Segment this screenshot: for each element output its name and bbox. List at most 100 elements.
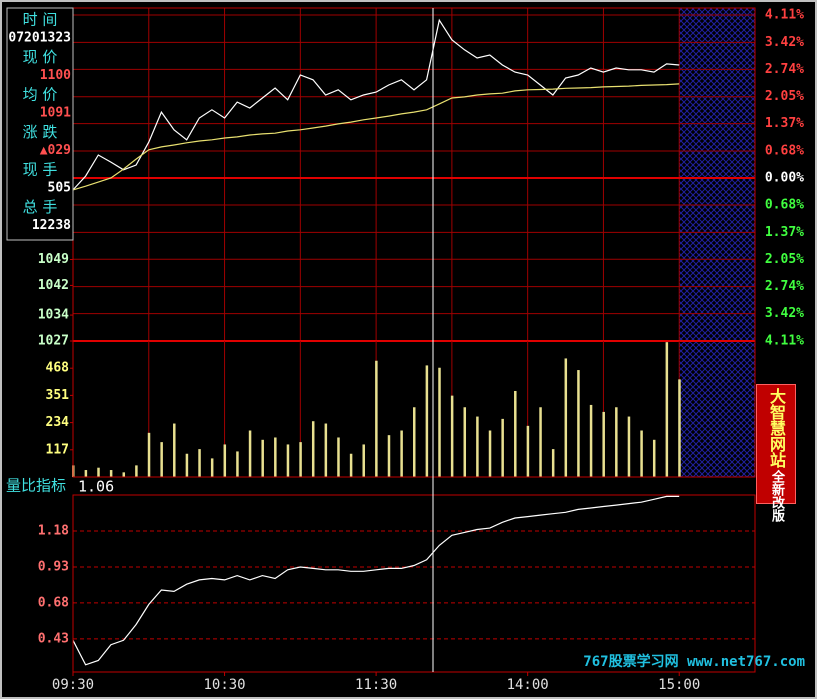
y2-tick-label: 0.68% xyxy=(765,144,804,159)
y2-tick-label: 0.68% xyxy=(765,197,804,212)
volume-bar xyxy=(299,442,302,477)
volume-bar xyxy=(514,390,517,477)
volume-bar xyxy=(425,365,429,477)
volume-bar xyxy=(627,416,631,477)
volume-bar xyxy=(539,407,542,477)
volume-bar xyxy=(324,423,328,477)
indicator-value: 1.06 xyxy=(78,478,114,496)
volume-bar xyxy=(526,425,530,477)
volume-bar xyxy=(97,467,100,477)
volume-bar xyxy=(362,444,365,477)
volume-bar xyxy=(678,379,681,477)
info-label: 现 价 xyxy=(23,48,58,66)
y-tick-label: 468 xyxy=(46,361,70,376)
y-tick-label: 0.68 xyxy=(38,595,69,610)
volume-bar xyxy=(311,421,315,477)
info-value: 1100 xyxy=(40,68,71,83)
volume-bar xyxy=(602,411,605,477)
volume-bar xyxy=(589,404,593,477)
volume-bar xyxy=(261,439,264,477)
series-line xyxy=(72,83,680,191)
x-tick-label: 10:30 xyxy=(203,677,245,693)
info-value: 12238 xyxy=(32,218,71,233)
y2-tick-label: 4.11% xyxy=(765,8,804,23)
volume-bar xyxy=(652,439,656,477)
series-line xyxy=(72,18,680,191)
info-label: 总 手 xyxy=(23,198,58,216)
y-tick-label: 351 xyxy=(46,388,70,403)
volume-bar xyxy=(109,470,113,477)
series-line xyxy=(72,495,680,666)
volume-bar xyxy=(160,442,163,477)
volume-bar xyxy=(274,437,277,477)
volume-bar xyxy=(413,407,416,477)
info-value: 07201323 xyxy=(8,31,71,46)
volume-bar xyxy=(438,367,441,477)
volume-bar xyxy=(615,407,618,477)
volume-bar xyxy=(349,453,353,477)
x-tick-label: 11:30 xyxy=(355,677,397,693)
volume-bar xyxy=(387,435,391,477)
watermark: 767股票学习网 www.net767.com xyxy=(583,653,805,670)
info-label: 均 价 xyxy=(23,86,58,104)
info-value: 505 xyxy=(48,181,71,196)
volume-bar xyxy=(564,358,568,477)
y2-tick-label: 3.42% xyxy=(765,306,804,321)
ratio-frame xyxy=(72,494,756,673)
info-panel: 时 间 07201323 现 价 1100 均 价 1091 涨 跌 ▲029 现 手 505 总 … xyxy=(6,7,74,241)
info-value: ▲029 xyxy=(40,143,71,158)
plot: 4.11% 3.42% 2.74% 2.05% 1.37% 0.68% 0.00% 0.68%… xyxy=(38,8,804,694)
y-tick-label: 1.18 xyxy=(38,523,69,538)
volume-bar xyxy=(375,360,378,477)
info-label: 涨 跌 xyxy=(23,123,58,141)
volume-bar xyxy=(286,444,290,477)
y-tick-label: 117 xyxy=(46,442,69,457)
volume-bar xyxy=(488,430,492,477)
info-value: 1091 xyxy=(40,106,71,121)
volume-bar xyxy=(463,407,467,477)
after-hours-area xyxy=(679,8,755,477)
volume-bar xyxy=(135,465,138,477)
y2-tick-label: 2.74% xyxy=(765,279,804,294)
volume-bar xyxy=(210,458,214,477)
volume-bar xyxy=(476,416,479,477)
volume-bar xyxy=(223,444,227,477)
volume-bar xyxy=(551,449,555,477)
volume-bar xyxy=(400,430,403,477)
volume-bar xyxy=(450,395,454,477)
volume-bar xyxy=(173,423,176,477)
y2-tick-label: 3.42% xyxy=(765,35,804,50)
y2-tick-label: 2.05% xyxy=(765,89,804,104)
y-tick-label: 0.43 xyxy=(38,631,69,646)
volume-bar xyxy=(185,453,189,477)
x-tick-label: 09:30 xyxy=(52,677,94,693)
y2-tick-label: 0.00% xyxy=(765,171,804,186)
y2-tick-label: 1.37% xyxy=(765,225,804,240)
x-tick-label: 15:00 xyxy=(658,677,700,693)
volume-bar xyxy=(577,370,580,477)
y-tick-label: 1034 xyxy=(38,308,69,323)
indicator-title: 量比指标 xyxy=(6,477,66,495)
y-tick-label: 234 xyxy=(46,415,70,430)
y-tick-label: 1042 xyxy=(38,278,69,293)
info-label: 现 手 xyxy=(23,161,58,179)
volume-bar xyxy=(337,437,340,477)
volume-bar xyxy=(122,472,126,477)
volume-bar xyxy=(84,470,88,477)
main-frame xyxy=(72,7,756,478)
y-tick-label: 1027 xyxy=(38,334,69,349)
volume-bar xyxy=(198,449,201,477)
volume-bar xyxy=(147,432,151,477)
banner: 大智慧网站 全新改版 xyxy=(756,384,796,522)
y-tick-label: 0.93 xyxy=(38,559,69,574)
y2-tick-label: 2.74% xyxy=(765,62,804,77)
banner-title: 大智慧网站 xyxy=(767,388,786,468)
volume-bar xyxy=(236,451,239,477)
y2-tick-label: 1.37% xyxy=(765,116,804,131)
volume-bar xyxy=(501,418,504,477)
y-tick-label: 1049 xyxy=(38,252,69,267)
info-label: 时 间 xyxy=(23,11,58,29)
info-box xyxy=(6,7,74,241)
